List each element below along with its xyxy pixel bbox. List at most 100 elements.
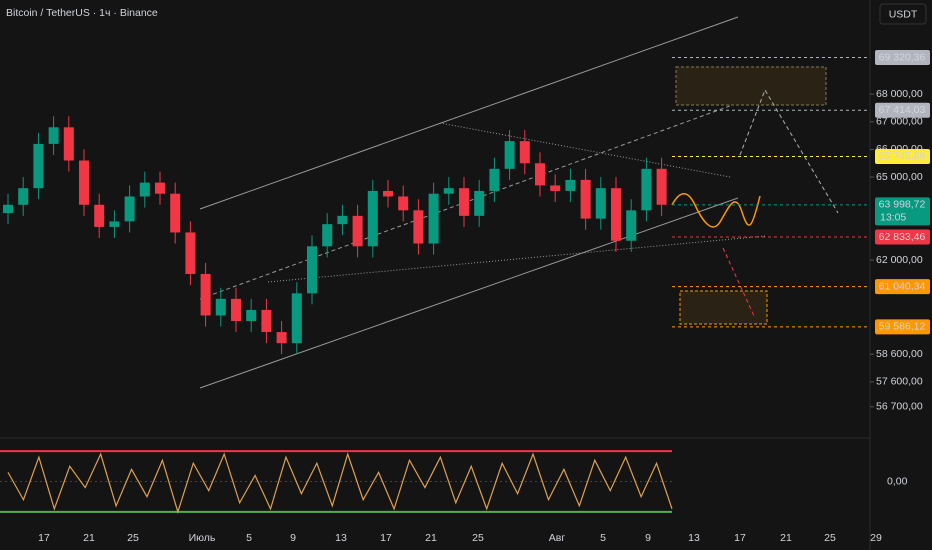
candle-body: [124, 196, 135, 222]
drawings: [199, 16, 839, 389]
x-tick-label: 21: [83, 532, 95, 544]
price-label: 67 414,03: [879, 104, 926, 116]
candle-body: [550, 185, 561, 191]
oscillator-line: [7, 452, 673, 514]
x-tick-label: 25: [472, 532, 484, 544]
y-tick-label: 58 600,00: [876, 348, 923, 360]
candle-body: [139, 182, 150, 197]
price-label-box: [875, 197, 930, 226]
x-tick-label: 13: [335, 532, 347, 544]
channel-mid: [199, 102, 739, 300]
x-tick-label: 17: [38, 532, 50, 544]
projection: [722, 247, 756, 319]
candle-body: [261, 309, 272, 333]
projection: [739, 88, 839, 214]
candle-body: [3, 204, 13, 214]
candle-body: [231, 298, 241, 322]
x-tick-label: 25: [127, 532, 139, 544]
channel-bottom: [199, 197, 739, 389]
candle-body: [215, 298, 226, 316]
candle-body: [656, 168, 667, 205]
candle-body: [626, 210, 637, 241]
x-tick-label: 9: [645, 532, 651, 544]
candle-body: [383, 190, 393, 197]
candle-body: [352, 215, 363, 247]
candle-body: [170, 193, 181, 233]
osc-tick-label: 0,00: [887, 475, 908, 487]
price-label-box: [875, 148, 930, 164]
candle-body: [109, 221, 120, 227]
candle-body: [580, 179, 591, 219]
target-box: [675, 66, 827, 106]
currency-button[interactable]: [879, 3, 927, 25]
candle-body: [367, 190, 378, 247]
price-label-box: [875, 102, 930, 118]
price-label-box: [875, 229, 930, 245]
x-tick-label: 29: [870, 532, 882, 544]
candle-body: [595, 188, 606, 219]
candle-body: [185, 232, 196, 274]
x-tick-label: 21: [780, 532, 792, 544]
countdown: 13:05: [880, 212, 906, 224]
candle-body: [535, 163, 545, 186]
channel-top: [199, 16, 739, 210]
candle-body: [337, 215, 348, 225]
price-label: 62 833,46: [879, 231, 926, 243]
candle-body: [155, 182, 165, 194]
x-tick-label: 25: [824, 532, 836, 544]
candle-body: [291, 293, 302, 344]
candle-body: [33, 143, 44, 189]
x-tick-label: Авг: [549, 532, 566, 544]
candle-body: [413, 210, 424, 244]
candle-body: [63, 127, 74, 161]
candle-body: [641, 168, 652, 211]
candle-body: [443, 188, 454, 194]
price-label-box: [875, 279, 930, 295]
x-tick-label: 17: [380, 532, 392, 544]
target-box: [679, 290, 768, 325]
candle-body: [307, 246, 317, 294]
price-label: 69 320,36: [879, 51, 926, 63]
x-tick-label: 5: [600, 532, 606, 544]
y-tick-label: 56 700,00: [876, 401, 923, 413]
candle-body: [428, 193, 439, 244]
candle-body: [611, 188, 621, 241]
price-label: 59 586,12: [879, 321, 926, 333]
candle-body: [459, 188, 469, 216]
triangle-bottom: [267, 235, 766, 283]
x-tick-label: 17: [734, 532, 746, 544]
price-label-box: [875, 319, 930, 335]
x-tick-label: 13: [688, 532, 700, 544]
candle-body: [246, 309, 257, 322]
wave-projection: [671, 193, 761, 228]
x-tick-label: 9: [290, 532, 296, 544]
candle-body: [322, 224, 333, 247]
y-tick-label: 67 000,00: [876, 116, 923, 128]
candle-body: [48, 127, 59, 144]
x-tick-label: 5: [246, 532, 252, 544]
candle-body: [565, 179, 576, 191]
candle-body: [519, 141, 530, 164]
candle-body: [200, 273, 211, 316]
price-label: 61 040,34: [879, 280, 926, 292]
candle-body: [94, 204, 105, 227]
price-label: 65 745,89: [879, 150, 926, 162]
candle-body: [79, 160, 89, 205]
y-tick-label: 62 000,00: [876, 254, 923, 266]
triangle-top: [439, 122, 731, 178]
candle-body: [398, 196, 409, 211]
candle-body: [276, 332, 287, 344]
y-tick-label: 57 600,00: [876, 376, 923, 388]
candle-body: [489, 168, 500, 191]
candle-body: [18, 188, 29, 205]
candle-body: [504, 141, 515, 169]
x-tick-label: 21: [425, 532, 437, 544]
chart-title: Bitcoin / TetherUS · 1ч · Binance: [6, 7, 158, 19]
y-tick-label: 68 000,00: [876, 88, 923, 100]
currency: USDT: [889, 8, 918, 20]
price-label: 63 998,72: [879, 199, 926, 211]
candle-body: [474, 190, 485, 216]
x-tick-label: Июль: [189, 532, 216, 544]
y-tick-label: 65 000,00: [876, 171, 923, 183]
